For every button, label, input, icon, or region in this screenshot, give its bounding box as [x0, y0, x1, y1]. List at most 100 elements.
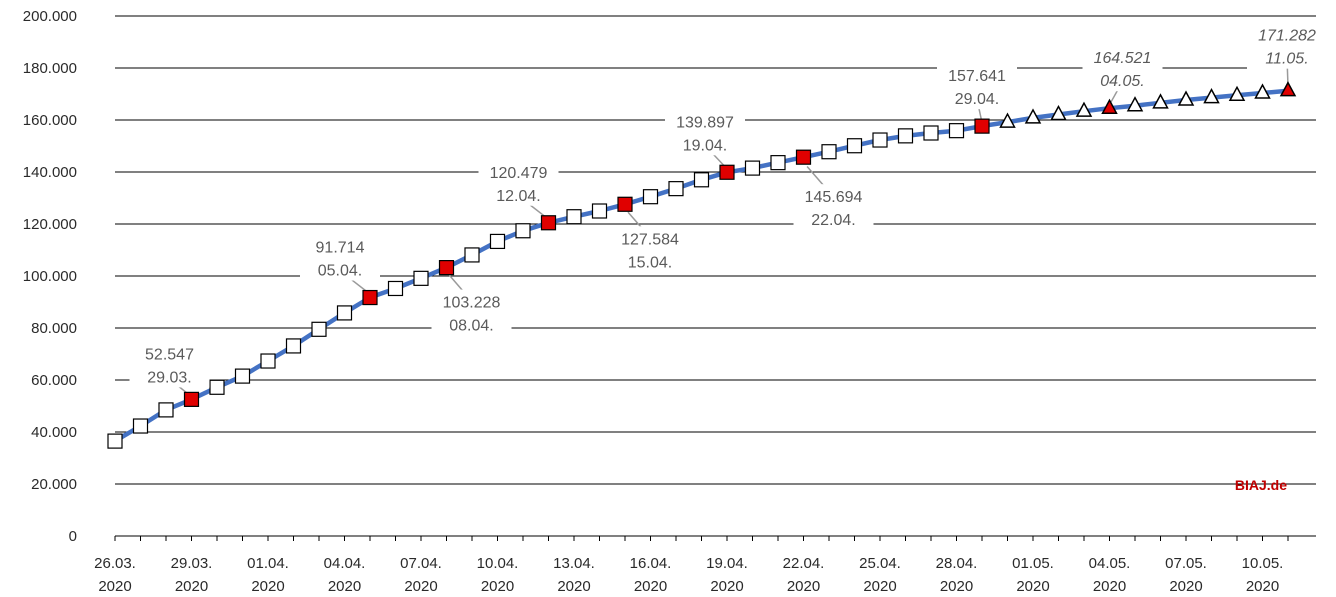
y-tick-label: 160.000 — [23, 112, 77, 129]
annotation-value: 171.282 — [1258, 28, 1316, 45]
x-tick-label: 2020 — [710, 578, 743, 595]
annotation-background — [793, 184, 874, 231]
data-point — [311, 321, 327, 337]
data-point — [923, 125, 939, 141]
data-point — [387, 280, 404, 297]
data-point — [209, 379, 225, 395]
x-tick-label: 29.03. — [171, 555, 213, 572]
x-tick-label: 2020 — [940, 578, 973, 595]
highlighted-point — [719, 164, 735, 180]
data-point — [1203, 88, 1220, 104]
x-tick-label: 01.05. — [1012, 555, 1054, 572]
x-axis: 26.03. 2020 29.03. 2020 01.04. 2020 04.04. 2020… — [94, 535, 1316, 595]
highlighted-point — [795, 149, 812, 165]
annotation-background — [1082, 45, 1163, 92]
y-tick-label: 20.000 — [31, 476, 77, 493]
watermark-label: BIAJ.de — [1235, 477, 1287, 493]
annotation-value: 139.897 — [676, 114, 734, 131]
data-point — [260, 353, 276, 369]
x-tick-label: 2020 — [1169, 578, 1202, 595]
annotation-date: 11.05. — [1265, 51, 1308, 68]
data-annotations: 52.547 29.03. 91.714 05.04. 103.228 08.04. 120… — [129, 22, 1327, 388]
x-tick-label: 2020 — [404, 578, 437, 595]
data-point — [744, 160, 761, 176]
data-point — [234, 368, 251, 384]
data-point — [464, 247, 480, 263]
data-point — [693, 172, 710, 188]
x-tick-label: 2020 — [481, 578, 514, 595]
x-tick-label: 2020 — [1016, 578, 1049, 595]
annotation-value: 91.714 — [316, 240, 365, 257]
highlighted-point — [1279, 81, 1297, 97]
x-tick-label: 07.04. — [400, 555, 442, 572]
highlighted-point — [540, 215, 557, 231]
y-tick-label: 140.000 — [23, 164, 77, 181]
y-tick-label: 0 — [69, 528, 77, 545]
x-tick-label: 2020 — [1246, 578, 1279, 595]
highlighted-point — [438, 260, 455, 276]
data-point — [821, 144, 837, 160]
annotation-date: 05.04. — [318, 263, 362, 280]
x-tick-label: 22.04. — [783, 555, 825, 572]
x-tick-label: 04.05. — [1089, 555, 1131, 572]
data-point — [846, 138, 863, 154]
data-point — [107, 433, 123, 449]
data-point — [1177, 90, 1195, 106]
highlighted-point — [1101, 98, 1118, 114]
y-tick-label: 40.000 — [31, 424, 77, 441]
data-point — [1024, 108, 1042, 124]
highlighted-point — [974, 118, 990, 134]
data-point — [1152, 93, 1169, 109]
annotation-value: 164.521 — [1094, 50, 1152, 67]
data-point — [1050, 104, 1067, 121]
annotation-background — [937, 63, 1017, 110]
data-point — [132, 418, 149, 434]
x-tick-label: 16.04. — [630, 555, 672, 572]
data-point — [515, 223, 531, 239]
y-axis-tick-labels: 0 20.000 40.000 60.000 80.000 100.000 120.000 1… — [23, 8, 77, 545]
annotation-background — [300, 234, 380, 281]
annotation-date: 04.05. — [1100, 73, 1144, 90]
highlighted-point — [617, 196, 633, 212]
annotation-date: 15.04. — [628, 254, 672, 271]
annotation-background — [665, 109, 745, 156]
y-tick-label: 60.000 — [31, 372, 77, 389]
data-point — [489, 233, 506, 250]
annotation-date: 08.04. — [449, 318, 493, 335]
annotation-value: 145.694 — [805, 189, 863, 206]
data-point — [642, 189, 659, 205]
data-point — [948, 123, 965, 139]
data-point — [336, 305, 353, 321]
x-tick-label: 28.04. — [936, 555, 978, 572]
annotation-background — [431, 289, 512, 336]
data-point — [668, 181, 684, 197]
x-tick-label: 25.04. — [859, 555, 901, 572]
y-tick-label: 120.000 — [23, 216, 77, 233]
annotation-date: 29.04. — [955, 91, 999, 108]
annotation-background — [478, 159, 559, 206]
x-tick-label: 01.04. — [247, 555, 289, 572]
x-tick-label: 2020 — [328, 578, 361, 595]
x-tick-label: 2020 — [1093, 578, 1126, 595]
y-tick-label: 80.000 — [31, 320, 77, 337]
annotation-value: 103.228 — [443, 295, 501, 312]
x-tick-label: 10.04. — [477, 555, 519, 572]
x-tick-label: 04.04. — [324, 555, 366, 572]
y-tick-label: 180.000 — [23, 60, 77, 77]
data-point — [1075, 101, 1093, 117]
data-point — [1228, 85, 1246, 102]
data-markers — [107, 81, 1297, 449]
highlighted-point — [362, 289, 378, 306]
x-tick-label: 2020 — [98, 578, 131, 595]
data-point — [770, 155, 786, 171]
annotation-background — [1247, 22, 1327, 69]
data-point — [1126, 96, 1144, 112]
data-point — [413, 270, 429, 286]
x-tick-label: 2020 — [557, 578, 590, 595]
annotation-date: 12.04. — [496, 188, 540, 205]
y-tick-label: 100.000 — [23, 268, 77, 285]
x-tick-label: 19.04. — [706, 555, 748, 572]
x-tick-label: 26.03. — [94, 555, 136, 572]
data-point — [285, 338, 302, 354]
